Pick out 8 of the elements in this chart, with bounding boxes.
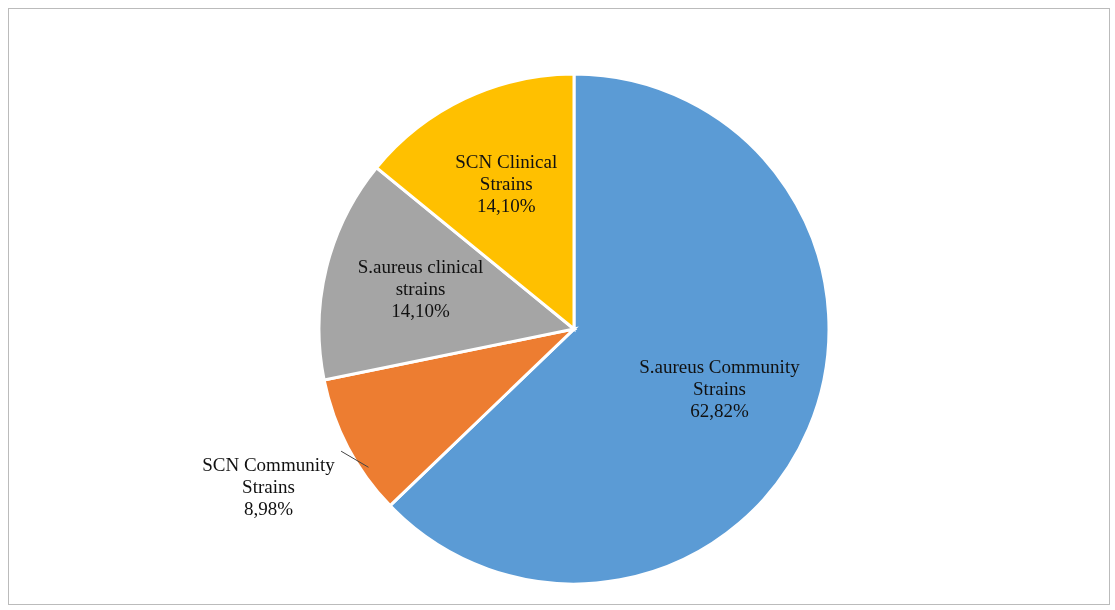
data-label: 62,82%: [690, 400, 749, 422]
slice-label: SCN Clinical Strains: [455, 151, 558, 195]
data-label: 14,10%: [391, 300, 450, 322]
slice-label: S.aureus clinical strains: [357, 256, 484, 300]
slice-label: SCN Community Strains: [202, 454, 336, 498]
data-label: 14,10%: [476, 195, 536, 217]
data-label: 8,98%: [243, 498, 294, 520]
slice-label: S.aureus Community Strains: [639, 356, 801, 400]
